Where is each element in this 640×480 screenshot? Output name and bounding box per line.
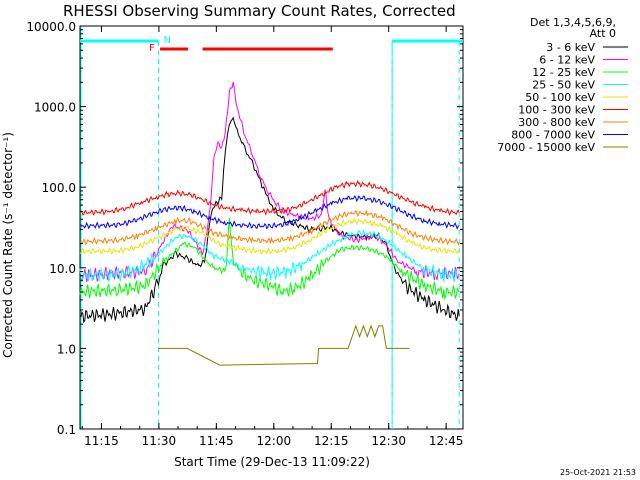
y-tick-label: 100.0	[42, 181, 76, 195]
series-line-100-300-kev	[79, 179, 460, 216]
series-line-7000-15000-kev	[158, 324, 410, 366]
y-tick-label: 1000.0	[34, 101, 76, 115]
footer-timestamp: 25-Oct-2021 21:53	[560, 468, 636, 477]
series-line-800-7000-kev	[79, 194, 460, 230]
series-line-50-100-kev	[79, 217, 460, 255]
series-line-3-6-kev	[79, 116, 460, 324]
series-line-25-50-kev	[79, 229, 460, 283]
chart-title: RHESSI Observing Summary Count Rates, Co…	[63, 2, 456, 20]
x-tick-label: 12:00	[257, 434, 292, 448]
plot-area: FN	[79, 25, 464, 430]
x-tick-label: 12:45	[429, 434, 464, 448]
series-line-6-12-kev	[79, 81, 460, 283]
x-axis-label: Start Time (29-Dec-13 11:09:22)	[174, 455, 370, 469]
legend-header: Att 0	[590, 27, 616, 40]
legend-label: 800 - 7000 keV	[511, 129, 595, 142]
y-tick-label: 1.0	[57, 342, 76, 356]
legend-label: 300 - 800 keV	[518, 116, 595, 129]
y-tick-label: 10.0	[49, 262, 76, 276]
x-axis: 11:15 11:30 11:45 12:00 12:15 12:30 12:45	[81, 26, 464, 448]
legend-label: 7000 - 15000 keV	[497, 141, 595, 154]
x-tick-label: 12:30	[371, 434, 406, 448]
legend-label: 100 - 300 keV	[518, 104, 595, 117]
flare-marker: F	[149, 43, 155, 54]
y-axis: 10000.0 1000.0 100.0 10.0 1.0 0.1	[26, 20, 463, 437]
plot-frame	[79, 25, 464, 430]
x-tick-label: 11:45	[199, 434, 234, 448]
legend-label: 12 - 25 keV	[532, 66, 595, 79]
y-axis-label: Corrected Count Rate (s⁻¹ detector⁻¹)	[1, 132, 15, 358]
legend-label: 50 - 100 keV	[525, 91, 595, 104]
legend-label: 25 - 50 keV	[532, 79, 595, 92]
y-tick-label: 0.1	[57, 423, 76, 437]
x-tick-label: 11:30	[142, 434, 177, 448]
legend-header: Det 1,3,4,5,6,9,	[530, 16, 616, 29]
y-tick-label: 10000.0	[26, 20, 76, 34]
x-tick-label: 12:15	[314, 434, 349, 448]
series-line-12-25-kev	[79, 218, 460, 300]
series-line-300-800-kev	[79, 209, 460, 246]
x-tick-label: 11:15	[84, 434, 119, 448]
legend-label: 3 - 6 keV	[546, 41, 595, 54]
night-marker: N	[164, 35, 171, 46]
legend-label: 6 - 12 keV	[539, 54, 595, 67]
